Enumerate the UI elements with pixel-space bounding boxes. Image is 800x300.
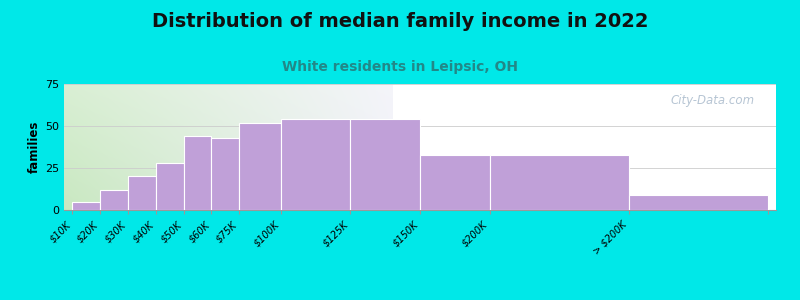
Text: City-Data.com: City-Data.com [670,94,754,107]
Bar [156,163,183,210]
Bar [72,202,100,210]
Bar [183,136,211,210]
Bar [420,154,490,210]
Bar [490,154,629,210]
Text: White residents in Leipsic, OH: White residents in Leipsic, OH [282,60,518,74]
Bar [128,176,156,210]
Bar [281,119,350,210]
Bar [239,123,281,210]
Y-axis label: families: families [28,121,41,173]
Bar [100,190,128,210]
Bar [211,138,239,210]
Bar [629,195,768,210]
Text: Distribution of median family income in 2022: Distribution of median family income in … [152,12,648,31]
Bar [350,119,420,210]
